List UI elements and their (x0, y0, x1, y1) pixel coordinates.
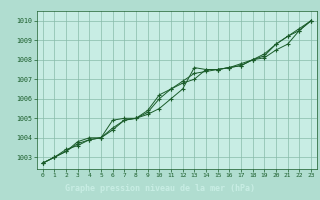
Text: Graphe pression niveau de la mer (hPa): Graphe pression niveau de la mer (hPa) (65, 184, 255, 193)
